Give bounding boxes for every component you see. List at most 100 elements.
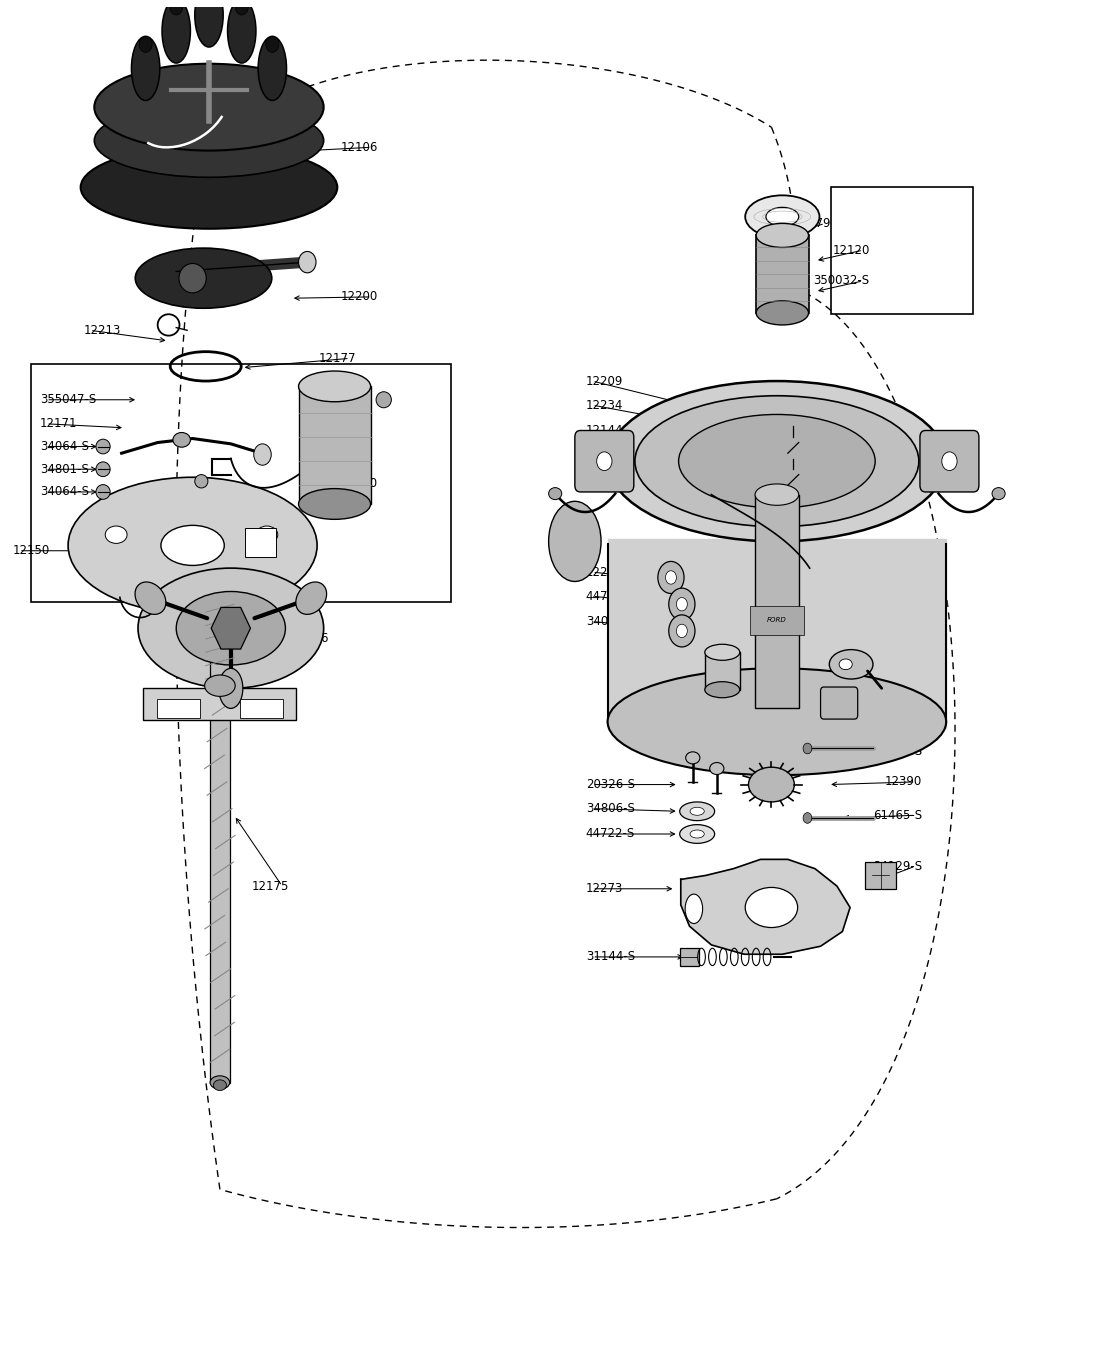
- Ellipse shape: [680, 802, 714, 821]
- Text: 12175: 12175: [251, 880, 289, 892]
- Text: 350032-S: 350032-S: [814, 274, 869, 288]
- Circle shape: [666, 571, 677, 585]
- Bar: [757, 235, 808, 313]
- Ellipse shape: [690, 830, 705, 838]
- Text: 12390: 12390: [885, 775, 922, 788]
- Ellipse shape: [679, 414, 875, 508]
- Text: 44722-S: 44722-S: [586, 828, 635, 841]
- Ellipse shape: [685, 894, 702, 923]
- Text: 34806-S: 34806-S: [586, 802, 635, 815]
- Ellipse shape: [299, 489, 371, 520]
- Ellipse shape: [94, 63, 324, 151]
- Bar: [750, 606, 804, 634]
- Text: 12213: 12213: [83, 324, 121, 336]
- Bar: [246, 528, 275, 558]
- Ellipse shape: [745, 196, 820, 238]
- Circle shape: [253, 444, 271, 466]
- Ellipse shape: [161, 525, 225, 566]
- Circle shape: [658, 562, 684, 594]
- Ellipse shape: [69, 478, 317, 613]
- Text: 44713-S: 44713-S: [586, 590, 635, 602]
- Text: 61465-S: 61465-S: [873, 809, 922, 822]
- Text: 34079-S: 34079-S: [586, 616, 635, 628]
- Text: 42796-S: 42796-S: [187, 495, 237, 508]
- Ellipse shape: [376, 392, 392, 408]
- Text: 12144: 12144: [859, 431, 897, 444]
- Ellipse shape: [195, 475, 208, 487]
- Ellipse shape: [236, 0, 249, 15]
- Ellipse shape: [228, 0, 255, 63]
- Text: 12141: 12141: [885, 622, 922, 634]
- Bar: [210, 628, 230, 1083]
- Bar: [31, 363, 451, 602]
- Text: 34064-S: 34064-S: [40, 440, 88, 454]
- Ellipse shape: [766, 208, 799, 225]
- Text: 12195: 12195: [885, 693, 922, 706]
- Polygon shape: [681, 860, 851, 954]
- Ellipse shape: [757, 223, 808, 247]
- Bar: [705, 652, 740, 690]
- Ellipse shape: [755, 483, 799, 505]
- Text: 355047-S: 355047-S: [40, 393, 96, 406]
- Ellipse shape: [607, 668, 946, 775]
- Bar: [865, 863, 896, 888]
- Text: 20326-S: 20326-S: [586, 778, 635, 791]
- Text: 12273: 12273: [586, 883, 623, 895]
- Ellipse shape: [255, 526, 278, 544]
- Ellipse shape: [992, 487, 1005, 500]
- Circle shape: [669, 614, 695, 647]
- Ellipse shape: [161, 0, 190, 63]
- Ellipse shape: [686, 752, 700, 764]
- Ellipse shape: [745, 887, 797, 927]
- Bar: [240, 699, 283, 718]
- Ellipse shape: [265, 36, 279, 53]
- Circle shape: [596, 452, 612, 471]
- Ellipse shape: [195, 0, 223, 47]
- Ellipse shape: [105, 526, 127, 544]
- Ellipse shape: [135, 248, 272, 308]
- Text: 12176: 12176: [292, 632, 330, 645]
- Ellipse shape: [81, 146, 337, 228]
- Text: 12234: 12234: [586, 398, 623, 412]
- Ellipse shape: [549, 501, 601, 582]
- Ellipse shape: [705, 682, 740, 698]
- Bar: [755, 494, 799, 709]
- Bar: [299, 386, 371, 504]
- Circle shape: [942, 452, 957, 471]
- Bar: [157, 699, 200, 718]
- Text: 12106: 12106: [341, 140, 378, 154]
- Circle shape: [803, 743, 812, 753]
- Ellipse shape: [295, 582, 326, 614]
- Text: 34801-S: 34801-S: [40, 463, 88, 475]
- Text: 12144: 12144: [586, 424, 624, 437]
- Ellipse shape: [139, 36, 153, 53]
- Text: 12177: 12177: [319, 352, 356, 365]
- Ellipse shape: [96, 439, 111, 454]
- Text: 12145: 12145: [632, 671, 669, 684]
- Ellipse shape: [219, 668, 243, 709]
- Ellipse shape: [839, 659, 853, 670]
- Ellipse shape: [299, 371, 371, 402]
- Ellipse shape: [607, 381, 946, 541]
- Ellipse shape: [705, 644, 740, 660]
- Text: 31144-S: 31144-S: [586, 950, 635, 964]
- Ellipse shape: [749, 767, 794, 802]
- Text: 12233: 12233: [586, 566, 623, 579]
- Ellipse shape: [205, 675, 236, 697]
- Circle shape: [299, 251, 316, 273]
- Ellipse shape: [690, 807, 705, 815]
- Ellipse shape: [710, 763, 724, 775]
- Ellipse shape: [135, 582, 166, 614]
- Text: 12130: 12130: [907, 471, 945, 483]
- Ellipse shape: [169, 0, 182, 15]
- Text: 12150: 12150: [12, 544, 50, 558]
- Ellipse shape: [830, 649, 873, 679]
- Bar: [144, 688, 296, 721]
- Bar: [832, 188, 973, 315]
- Ellipse shape: [96, 485, 111, 500]
- Ellipse shape: [96, 462, 111, 477]
- Ellipse shape: [176, 591, 285, 666]
- Text: 12209: 12209: [586, 374, 623, 387]
- Ellipse shape: [179, 263, 206, 293]
- Ellipse shape: [680, 825, 714, 844]
